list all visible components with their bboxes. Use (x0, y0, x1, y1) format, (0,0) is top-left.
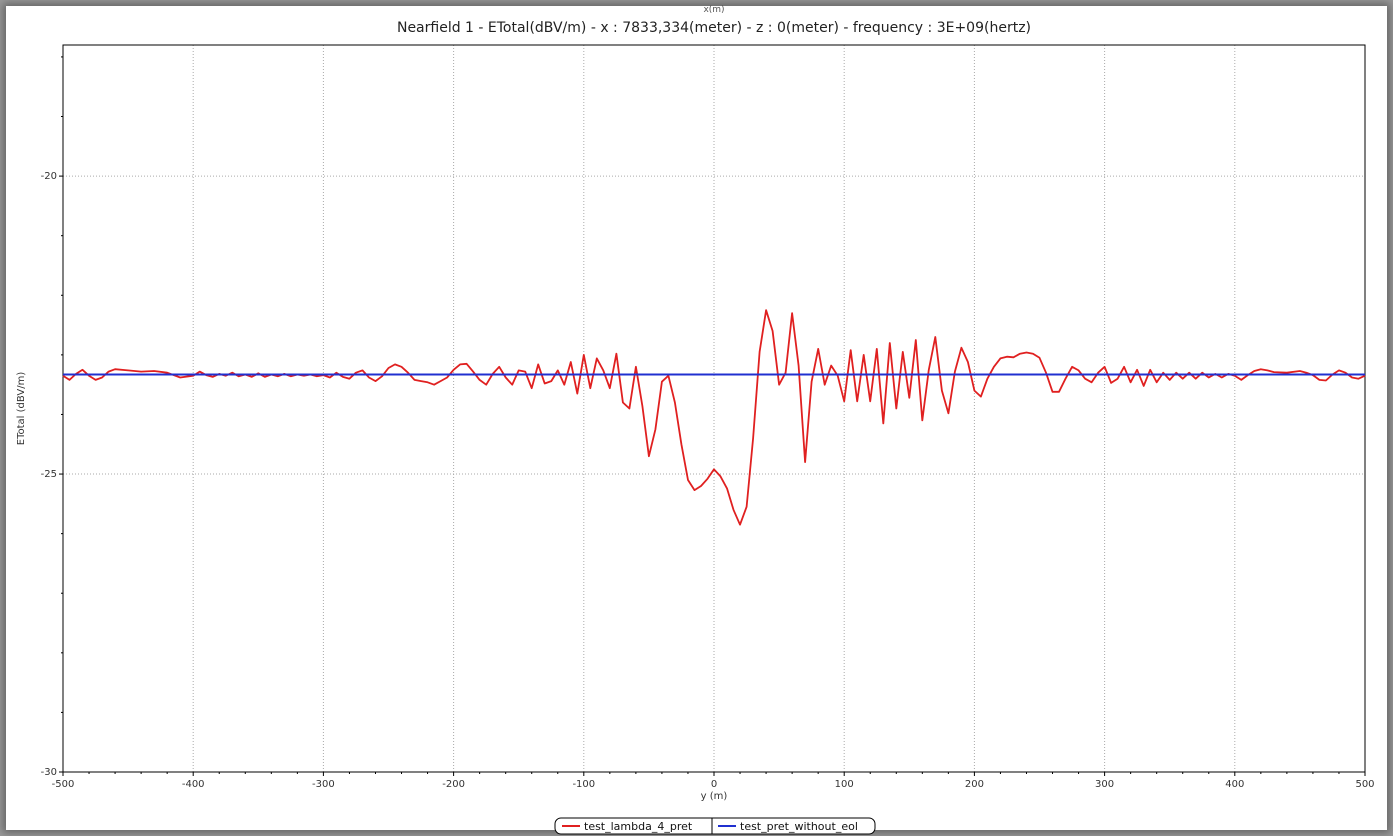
x-axis-label: y (m) (701, 791, 728, 802)
legend-item-label: test_lambda_4_pret (584, 820, 693, 833)
x-tick-label: 0 (711, 779, 717, 790)
x-tick-label: -300 (312, 779, 335, 790)
legend-box (554, 817, 876, 835)
series-lines (62, 309, 1366, 526)
chart-title: Nearfield 1 - ETotal(dBV/m) - x : 7833,3… (397, 20, 1031, 36)
legend-item-label: test_pret_without_eol (740, 820, 858, 833)
x-tick-label: 400 (1225, 779, 1244, 790)
x-tick-label: -500 (52, 779, 75, 790)
x-tick-label: -200 (442, 779, 465, 790)
top-axis-label: x(m) (703, 5, 724, 15)
x-tick-label: 100 (835, 779, 854, 790)
x-tick-label: 200 (965, 779, 984, 790)
x-tick-label: 300 (1095, 779, 1114, 790)
x-tick-label: -100 (572, 779, 595, 790)
y-axis-label: ETotal (dBV/m) (16, 372, 27, 446)
x-tick-label: -400 (182, 779, 205, 790)
y-tick-label: -25 (41, 469, 57, 480)
y-tick-label: -20 (41, 171, 57, 182)
x-tick-label: 500 (1355, 779, 1374, 790)
chart-frame (6, 6, 1387, 830)
grid-lines (63, 45, 1365, 772)
axis-ticks: -500 -400 -300 -200 -100 0 100 200 300 400 500 -20 -… (41, 56, 1375, 790)
y-tick-label: -30 (41, 767, 57, 778)
legend[interactable]: test_lambda_4_pret test_pret_without_eol (554, 817, 876, 835)
